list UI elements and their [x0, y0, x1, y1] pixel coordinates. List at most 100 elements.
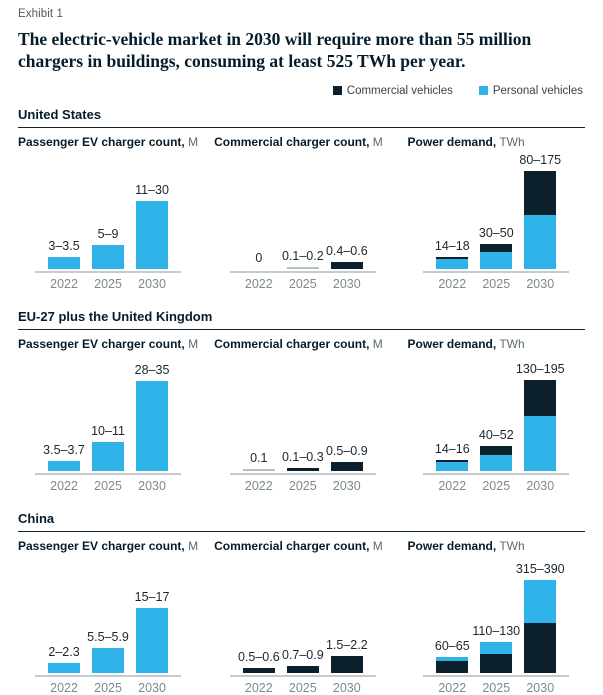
x-axis-labels: 2022 2025 2030 — [214, 677, 391, 695]
bar-2025: 40–52 — [478, 353, 514, 471]
commercial-segment — [524, 622, 557, 673]
year-label: 2030 — [526, 478, 555, 493]
commercial-segment — [330, 261, 363, 269]
x-axis-line — [229, 472, 376, 475]
personal-segment — [92, 647, 125, 673]
commercial-segment — [242, 667, 275, 673]
bar-stack — [524, 579, 557, 673]
bar-stack — [330, 261, 363, 269]
plot-area: 14–18 30–50 80–175 — [408, 151, 585, 269]
year-label: 2030 — [332, 276, 361, 291]
commercial-segment — [436, 459, 469, 462]
chart-unit: TWh — [496, 134, 525, 149]
chart-m: Passenger EV charger count, M 3.5–3.7 10–1… — [18, 337, 198, 493]
year-label: 2022 — [244, 478, 273, 493]
year-label: 2025 — [288, 680, 317, 695]
chart-unit: M — [369, 134, 383, 149]
x-axis-labels: 2022 2025 2030 — [18, 677, 198, 695]
x-axis-labels: 2022 2025 2030 — [408, 475, 585, 493]
chart-unit: M — [184, 134, 199, 149]
region-section: United States Passenger EV charger count,… — [18, 107, 585, 291]
x-axis-line — [229, 270, 376, 273]
bar-stack — [286, 467, 319, 471]
bar-2022: 60–65 — [434, 555, 470, 673]
chart-title-text: Commercial charger count, — [214, 134, 370, 149]
legend-label: Commercial vehicles — [346, 84, 453, 97]
chart-m: Commercial charger count, M 0.1 0.1–0.3 0.5… — [214, 337, 391, 493]
bar-stack — [136, 607, 169, 673]
year-label: 2022 — [50, 276, 78, 291]
legend: Commercial vehicles Personal vehicles — [18, 85, 583, 97]
bar-stack — [136, 380, 169, 471]
x-axis-labels: 2022 2025 2030 — [408, 677, 585, 695]
bar-2025: 10–11 — [90, 353, 126, 471]
x-axis-labels: 2022 2025 2030 — [214, 273, 391, 291]
bar-2022: 2–2.3 — [46, 555, 82, 673]
value-label: 0.1–0.2 — [281, 248, 324, 263]
year-label: 2025 — [94, 478, 122, 493]
plot-area: 2–2.3 5.5–5.9 15–17 — [18, 555, 198, 673]
plot-area: 0 0.1–0.2 0.4–0.6 — [214, 151, 391, 269]
value-label: 0.1 — [250, 450, 268, 465]
plot-area: 14–16 40–52 130–195 — [408, 353, 585, 471]
region-title: China — [18, 511, 585, 532]
value-label: 130–195 — [515, 361, 565, 376]
bar-stack — [242, 468, 275, 471]
value-label: 15–17 — [134, 589, 170, 604]
personal-segment — [480, 251, 513, 269]
plot-area: 3.5–3.7 10–11 28–35 — [18, 353, 198, 471]
bar-2030: 315–390 — [516, 555, 565, 673]
chart-title-text: Commercial charger count, — [214, 336, 370, 351]
year-label: 2025 — [94, 276, 122, 291]
charts-row: Passenger EV charger count, M 2–2.3 5.5–5.… — [18, 539, 585, 695]
chart-title-text: Power demand, — [407, 134, 497, 149]
bar-2030: 130–195 — [516, 353, 565, 471]
value-label: 0.5–0.6 — [237, 649, 280, 664]
personal-segment — [48, 256, 81, 269]
commercial-segment — [286, 467, 319, 471]
value-label: 0 — [255, 250, 263, 265]
bar-2022: 3.5–3.7 — [43, 353, 85, 471]
bar-2022: 0.1 — [241, 353, 277, 471]
bar-2025: 0.1–0.2 — [281, 151, 324, 269]
bar-2025: 30–50 — [478, 151, 514, 269]
year-label: 2025 — [482, 276, 511, 291]
value-label: 0.5–0.9 — [325, 443, 368, 458]
personal-segment — [480, 641, 513, 654]
chart-m: Passenger EV charger count, M 2–2.3 5.5–5.… — [18, 539, 198, 695]
personal-segment — [92, 441, 125, 471]
plot-area: 0.1 0.1–0.3 0.5–0.9 — [214, 353, 391, 471]
year-label: 2030 — [526, 680, 555, 695]
commercial-segment — [436, 660, 469, 673]
bar-stack — [436, 459, 469, 471]
plot-area: 0.5–0.6 0.7–0.9 1.5–2.2 — [214, 555, 391, 673]
personal-segment — [136, 607, 169, 673]
chart-title-text: Passenger EV charger count, — [18, 336, 185, 351]
value-label: 5.5–5.9 — [87, 629, 129, 644]
bar-2030: 0.5–0.9 — [325, 353, 368, 471]
bar-stack — [286, 665, 319, 673]
charts-row: Passenger EV charger count, M 3.5–3.7 10–1… — [18, 337, 585, 493]
chart-m: Passenger EV charger count, M 3–3.5 5–9 11–… — [18, 135, 198, 291]
bar-stack — [524, 379, 557, 471]
chart-title: Power demand, TWh — [408, 539, 585, 553]
year-label: 2022 — [438, 276, 467, 291]
chart-title-text: Power demand, — [407, 538, 497, 553]
legend-label: Personal vehicles — [492, 84, 583, 97]
value-label: 3–3.5 — [48, 238, 80, 253]
year-label: 2022 — [50, 680, 78, 695]
legend-item: Commercial vehicles — [332, 84, 453, 97]
chart-title-text: Passenger EV charger count, — [18, 538, 185, 553]
bar-stack — [92, 647, 125, 673]
region-title: United States — [18, 107, 585, 128]
chart-title: Passenger EV charger count, M — [18, 135, 198, 149]
chart-title-text: Commercial charger count, — [214, 538, 370, 553]
chart-title-text: Passenger EV charger count, — [18, 134, 185, 149]
x-axis-line — [35, 472, 182, 475]
bar-2025: 110–130 — [472, 555, 520, 673]
year-label: 2025 — [482, 478, 511, 493]
personal-segment — [480, 454, 513, 471]
bar-stack — [330, 655, 363, 673]
value-label: 5–9 — [97, 226, 119, 241]
region-title: EU-27 plus the United Kingdom — [18, 309, 585, 330]
